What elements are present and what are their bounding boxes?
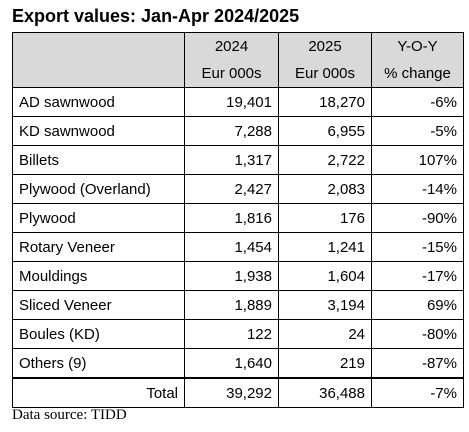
header-row-years: 2024 2025 Y-O-Y [12,32,464,60]
value-2024: 122 [184,319,279,349]
value-2024: 2,427 [184,174,279,204]
table-row: Sliced Veneer 1,889 3,194 69% [12,290,464,320]
header-2025: 2025 [278,32,372,60]
total-label: Total [12,377,185,408]
row-label: Plywood [12,203,185,233]
export-values-table: 2024 2025 Y-O-Y Eur 000s Eur 000s % chan… [12,32,464,408]
row-label: Boules (KD) [12,319,185,349]
value-2024: 1,816 [184,203,279,233]
yoy-change: -6% [371,87,464,117]
row-label: Mouldings [12,261,185,291]
header-2024: 2024 [184,32,279,60]
value-2024: 7,288 [184,116,279,146]
table-row: KD sawnwood 7,288 6,955 -5% [12,116,464,146]
header-row-units: Eur 000s Eur 000s % change [12,60,464,88]
yoy-change: -90% [371,203,464,233]
value-2025: 2,722 [278,145,372,175]
table-body: 2024 2025 Y-O-Y Eur 000s Eur 000s % chan… [12,32,464,408]
value-2024: 1,938 [184,261,279,291]
value-2025: 3,194 [278,290,372,320]
value-2024: 1,640 [184,348,279,379]
data-source-note: Data source: TIDD [12,407,127,423]
row-label: Billets [12,145,185,175]
table-row: Plywood 1,816 176 -90% [12,203,464,233]
value-2024: 1,317 [184,145,279,175]
table-row: Billets 1,317 2,722 107% [12,145,464,175]
total-row: Total 39,292 36,488 -7% [12,377,464,408]
row-label: Sliced Veneer [12,290,185,320]
value-2024: 1,889 [184,290,279,320]
header-corner-cell-lower [12,60,185,88]
yoy-change: -80% [371,319,464,349]
row-label: Rotary Veneer [12,232,185,262]
yoy-change: 107% [371,145,464,175]
value-2025: 176 [278,203,372,233]
value-2024: 19,401 [184,87,279,117]
yoy-change: -14% [371,174,464,204]
table-title: Export values: Jan-Apr 2024/2025 [12,6,300,26]
table-row: Mouldings 1,938 1,604 -17% [12,261,464,291]
header-corner-cell [12,32,185,60]
table-row: AD sawnwood 19,401 18,270 -6% [12,87,464,117]
value-2025: 6,955 [278,116,372,146]
row-label: KD sawnwood [12,116,185,146]
yoy-change: 69% [371,290,464,320]
total-2025: 36,488 [278,377,372,408]
total-change: -7% [371,377,464,408]
yoy-change: -17% [371,261,464,291]
header-2024-unit: Eur 000s [184,60,279,88]
header-yoy-unit: % change [371,60,464,88]
table-row: Rotary Veneer 1,454 1,241 -15% [12,232,464,262]
yoy-change: -15% [371,232,464,262]
value-2025: 18,270 [278,87,372,117]
value-2025: 24 [278,319,372,349]
yoy-change: -5% [371,116,464,146]
value-2025: 219 [278,348,372,379]
value-2025: 1,241 [278,232,372,262]
row-label: AD sawnwood [12,87,185,117]
value-2024: 1,454 [184,232,279,262]
header-yoy: Y-O-Y [371,32,464,60]
table-row: Boules (KD) 122 24 -80% [12,319,464,349]
table-row: Others (9) 1,640 219 -87% [12,348,464,379]
row-label: Others (9) [12,348,185,379]
value-2025: 1,604 [278,261,372,291]
row-label: Plywood (Overland) [12,174,185,204]
header-2025-unit: Eur 000s [278,60,372,88]
table-row: Plywood (Overland) 2,427 2,083 -14% [12,174,464,204]
value-2025: 2,083 [278,174,372,204]
total-2024: 39,292 [184,377,279,408]
yoy-change: -87% [371,348,464,379]
